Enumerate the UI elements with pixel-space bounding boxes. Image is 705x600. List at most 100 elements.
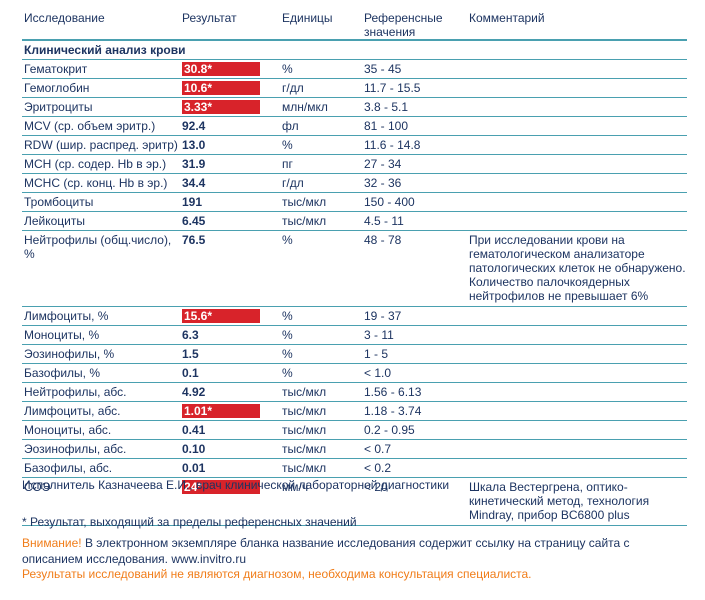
unit: % <box>280 59 362 79</box>
reference-range: 0.2 - 0.95 <box>362 420 467 440</box>
warning-label: Внимание! <box>22 536 82 550</box>
result-cell: 31.9 <box>180 154 280 174</box>
reference-range: 11.7 - 15.5 <box>362 78 467 98</box>
unit: % <box>280 135 362 155</box>
unit: тыс/мкл <box>280 439 362 459</box>
result-value: 0.01 <box>182 461 206 475</box>
test-name: Эозинофилы, % <box>22 344 180 364</box>
comment: При исследовании крови на гематологическо… <box>467 230 687 307</box>
test-name: Моноциты, % <box>22 325 180 345</box>
flagged-result: 24* <box>182 480 260 494</box>
result-row: Моноциты, абс. 0.41 тыс/мкл 0.2 - 0.95 <box>22 420 687 440</box>
flagged-result: 30.8* <box>182 62 260 76</box>
test-name: Эозинофилы, абс. <box>22 439 180 459</box>
comment <box>467 363 687 383</box>
test-name: MCV (ср. объем эритр.) <box>22 116 180 136</box>
result-value: 6.3 <box>182 328 199 342</box>
result-cell: 0.10 <box>180 439 280 459</box>
reference-range: 27 - 34 <box>362 154 467 174</box>
warning: Внимание! В электронном экземпляре бланк… <box>22 535 682 567</box>
test-name: Гематокрит <box>22 59 180 79</box>
result-cell: 0.01 <box>180 458 280 478</box>
result-value: 4.92 <box>182 385 206 399</box>
result-row: Эозинофилы, абс. 0.10 тыс/мкл < 0.7 <box>22 439 687 459</box>
unit: % <box>280 325 362 345</box>
test-name: MCHC (ср. конц. Hb в эр.) <box>22 173 180 193</box>
column-header: Референсные значения <box>362 8 467 41</box>
warning-text: В электронном экземпляре бланка название… <box>22 536 630 566</box>
flagged-result: 3.33* <box>182 100 260 114</box>
reference-range: 11.6 - 14.8 <box>362 135 467 155</box>
test-name: Гемоглобин <box>22 78 180 98</box>
reference-range: 1.56 - 6.13 <box>362 382 467 402</box>
reference-range: 19 - 37 <box>362 306 467 326</box>
unit: тыс/мкл <box>280 420 362 440</box>
test-name: Лимфоциты, % <box>22 306 180 326</box>
comment-line: нейтрофилов не превышает 6% <box>469 289 649 303</box>
comment-line: Шкала Вестергрена, оптико- <box>469 480 628 494</box>
result-row: Лимфоциты, абс. 1.01* тыс/мкл 1.18 - 3.74 <box>22 401 687 421</box>
result-row: Эритроциты 3.33* млн/мкл 3.8 - 5.1 <box>22 97 687 117</box>
comment-line: патологических клеток не обнаружено. <box>469 261 686 275</box>
test-name: Лимфоциты, абс. <box>22 401 180 421</box>
reference-range: 81 - 100 <box>362 116 467 136</box>
column-header: Комментарий <box>467 8 687 41</box>
unit: пг <box>280 154 362 174</box>
result-row: Эозинофилы, % 1.5% 1 - 5 <box>22 344 687 364</box>
result-cell: 24* <box>180 477 280 526</box>
result-row: Гематокрит 30.8*% 35 - 45 <box>22 59 687 79</box>
comment <box>467 154 687 174</box>
disclaimer: Результаты исследований не являются диаг… <box>22 567 532 581</box>
result-cell: 15.6* <box>180 306 280 326</box>
result-cell: 6.45 <box>180 211 280 231</box>
flagged-result: 10.6* <box>182 81 260 95</box>
reference-range: < 0.2 <box>362 458 467 478</box>
reference-range: 3 - 11 <box>362 325 467 345</box>
comment-line: кинетический метод, технология <box>469 494 650 508</box>
test-name: Нейтрофилы (общ.число), % <box>22 230 180 307</box>
result-value: 92.4 <box>182 119 206 133</box>
reference-range: 35 - 45 <box>362 59 467 79</box>
comment <box>467 97 687 117</box>
test-name: СОЭ <box>22 477 180 526</box>
comment <box>467 78 687 98</box>
result-cell: 34.4 <box>180 173 280 193</box>
column-header: Единицы <box>280 8 362 41</box>
unit: мм/ч <box>280 477 362 526</box>
unit: % <box>280 363 362 383</box>
comment <box>467 344 687 364</box>
comment-line: Количество палочкоядерных <box>469 275 630 289</box>
test-name: MCH (ср. содер. Hb в эр.) <box>22 154 180 174</box>
reference-range: 150 - 400 <box>362 192 467 212</box>
result-cell: 13.0 <box>180 135 280 155</box>
result-row: Базофилы, абс. 0.01 тыс/мкл < 0.2 <box>22 458 687 478</box>
header-row: Исследование Результат Единицы Референсные … <box>22 8 687 41</box>
result-row: Нейтрофилы, абс. 4.92 тыс/мкл 1.56 - 6.13 <box>22 382 687 402</box>
comment <box>467 173 687 193</box>
result-cell: 191 <box>180 192 280 212</box>
unit: фл <box>280 116 362 136</box>
unit: тыс/мкл <box>280 401 362 421</box>
comment-line: При исследовании крови на <box>469 233 625 247</box>
flagged-result: 15.6* <box>182 309 260 323</box>
result-cell: 10.6* <box>180 78 280 98</box>
comment <box>467 420 687 440</box>
unit: % <box>280 306 362 326</box>
test-name: RDW (шир. распред. эритр) <box>22 135 180 155</box>
unit: тыс/мкл <box>280 382 362 402</box>
test-name: Тромбоциты <box>22 192 180 212</box>
reference-range: < 1.0 <box>362 363 467 383</box>
result-value: 0.1 <box>182 366 199 380</box>
unit: г/дл <box>280 173 362 193</box>
unit: г/дл <box>280 78 362 98</box>
unit: тыс/мкл <box>280 458 362 478</box>
unit: млн/мкл <box>280 97 362 117</box>
result-value: 6.45 <box>182 214 206 228</box>
unit: тыс/мкл <box>280 192 362 212</box>
result-value: 191 <box>182 195 203 209</box>
result-cell: 0.1 <box>180 363 280 383</box>
comment-line: Mindray, прибор BC6800 plus <box>469 508 630 522</box>
results-table: Исследование Результат Единицы Референсные … <box>22 8 687 526</box>
result-row: MCH (ср. содер. Hb в эр.) 31.9 пг 27 - 34 <box>22 154 687 174</box>
